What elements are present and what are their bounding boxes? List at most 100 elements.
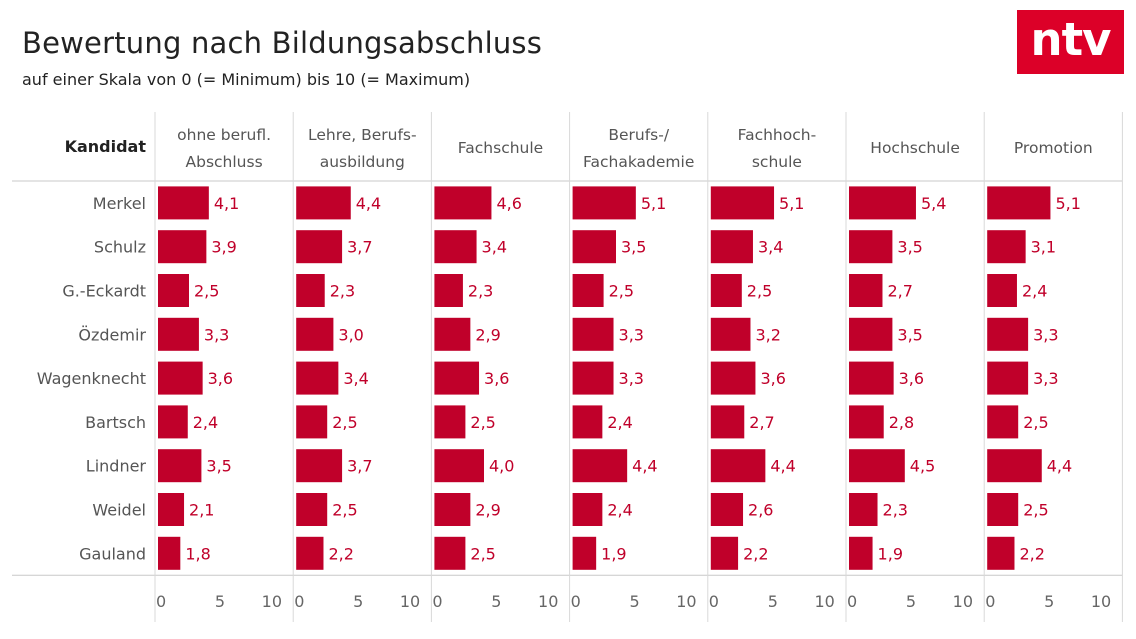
bar <box>987 274 1017 307</box>
x-tick-label: 0 <box>294 592 304 611</box>
bar <box>849 230 893 264</box>
bar <box>849 317 893 351</box>
column-header-label: Hochschule <box>870 139 960 157</box>
bar <box>710 317 751 351</box>
bar-value-label: 2,5 <box>609 282 634 301</box>
bar <box>296 274 325 307</box>
bar <box>296 317 334 351</box>
category-label: Schulz <box>94 238 146 257</box>
bar <box>296 449 343 483</box>
bar <box>572 230 616 264</box>
bar <box>434 317 471 351</box>
column-header-label: schule <box>752 153 802 171</box>
bar <box>434 536 466 570</box>
bar-value-label: 1,9 <box>601 544 626 563</box>
bar-value-label: 1,8 <box>185 544 210 563</box>
bar <box>158 230 207 264</box>
bar-value-label: 3,4 <box>343 369 368 388</box>
bar <box>158 536 181 570</box>
bar-value-label: 2,7 <box>887 282 912 301</box>
bar <box>296 536 324 570</box>
bar <box>434 493 471 526</box>
bar <box>434 405 466 439</box>
bar <box>158 274 189 307</box>
bar-value-label: 5,1 <box>1055 194 1080 213</box>
bar <box>296 186 351 220</box>
x-tick-label: 0 <box>432 592 442 611</box>
row-header-label: Kandidat <box>65 137 147 156</box>
x-tick-label: 10 <box>953 592 973 611</box>
category-label: Merkel <box>93 194 146 213</box>
bar-value-label: 3,9 <box>211 238 236 257</box>
bar-value-label: 3,3 <box>619 369 644 388</box>
x-tick-label: 10 <box>676 592 696 611</box>
bar <box>849 186 916 220</box>
bar-value-label: 2,5 <box>332 501 357 520</box>
bar <box>710 186 775 220</box>
x-tick-label: 5 <box>491 592 501 611</box>
bar-value-label: 4,4 <box>356 194 381 213</box>
bar-value-label: 2,1 <box>189 501 214 520</box>
bar <box>849 449 905 483</box>
x-tick-label: 0 <box>985 592 995 611</box>
bar-value-label: 4,4 <box>1047 457 1072 476</box>
bar-value-label: 3,6 <box>484 369 509 388</box>
x-tick-label: 5 <box>906 592 916 611</box>
bar-value-label: 1,9 <box>878 544 903 563</box>
bar-value-label: 2,4 <box>1022 282 1047 301</box>
bar-value-label: 2,8 <box>889 413 914 432</box>
bar-value-label: 3,4 <box>758 238 783 257</box>
bar <box>987 493 1019 526</box>
bar-value-label: 4,5 <box>910 457 935 476</box>
bar <box>434 449 484 483</box>
bar-value-label: 3,6 <box>760 369 785 388</box>
bar-value-label: 2,5 <box>747 282 772 301</box>
column-header-label: Fachhoch- <box>738 126 817 144</box>
category-label: Özdemir <box>78 325 146 344</box>
bar-value-label: 3,6 <box>208 369 233 388</box>
bar-value-label: 2,5 <box>1023 501 1048 520</box>
bar-value-label: 3,7 <box>347 238 372 257</box>
bar-value-label: 5,4 <box>921 194 946 213</box>
bar-value-label: 2,2 <box>328 544 353 563</box>
bar-value-label: 2,5 <box>194 282 219 301</box>
bar <box>710 230 753 264</box>
x-tick-label: 5 <box>353 592 363 611</box>
bar <box>572 274 604 307</box>
bar <box>158 186 209 220</box>
bar-value-label: 3,2 <box>755 325 780 344</box>
bar <box>987 361 1029 395</box>
bar-value-label: 3,3 <box>619 325 644 344</box>
bar-value-label: 4,4 <box>632 457 657 476</box>
bar-value-label: 2,7 <box>749 413 774 432</box>
bar-value-label: 2,3 <box>468 282 493 301</box>
bar-value-label: 4,6 <box>496 194 521 213</box>
bar <box>158 449 202 483</box>
bar-value-label: 2,9 <box>475 325 500 344</box>
category-label: Gauland <box>79 544 146 563</box>
bar <box>710 361 756 395</box>
chart-title: Bewertung nach Bildungsabschluss <box>22 26 543 60</box>
bar-value-label: 2,6 <box>748 501 773 520</box>
bar-value-label: 2,4 <box>193 413 218 432</box>
bar <box>849 274 883 307</box>
bar <box>987 186 1051 220</box>
bar-value-label: 2,5 <box>470 544 495 563</box>
bar <box>572 493 603 526</box>
bar <box>710 274 742 307</box>
bar-value-label: 3,5 <box>897 325 922 344</box>
column-header-label: Promotion <box>1014 139 1093 157</box>
category-label: G.-Eckardt <box>62 282 146 301</box>
x-tick-label: 10 <box>538 592 558 611</box>
bar-value-label: 3,5 <box>897 238 922 257</box>
column-header-label: Fachschule <box>458 139 543 157</box>
bar-value-label: 4,1 <box>214 194 239 213</box>
bar-value-label: 2,4 <box>607 501 632 520</box>
bar <box>710 449 766 483</box>
bar <box>710 536 739 570</box>
bar <box>572 405 603 439</box>
category-label: Lindner <box>86 457 147 476</box>
bar <box>296 361 339 395</box>
category-label: Bartsch <box>85 413 146 432</box>
column-header-label: Fachakademie <box>583 153 694 171</box>
